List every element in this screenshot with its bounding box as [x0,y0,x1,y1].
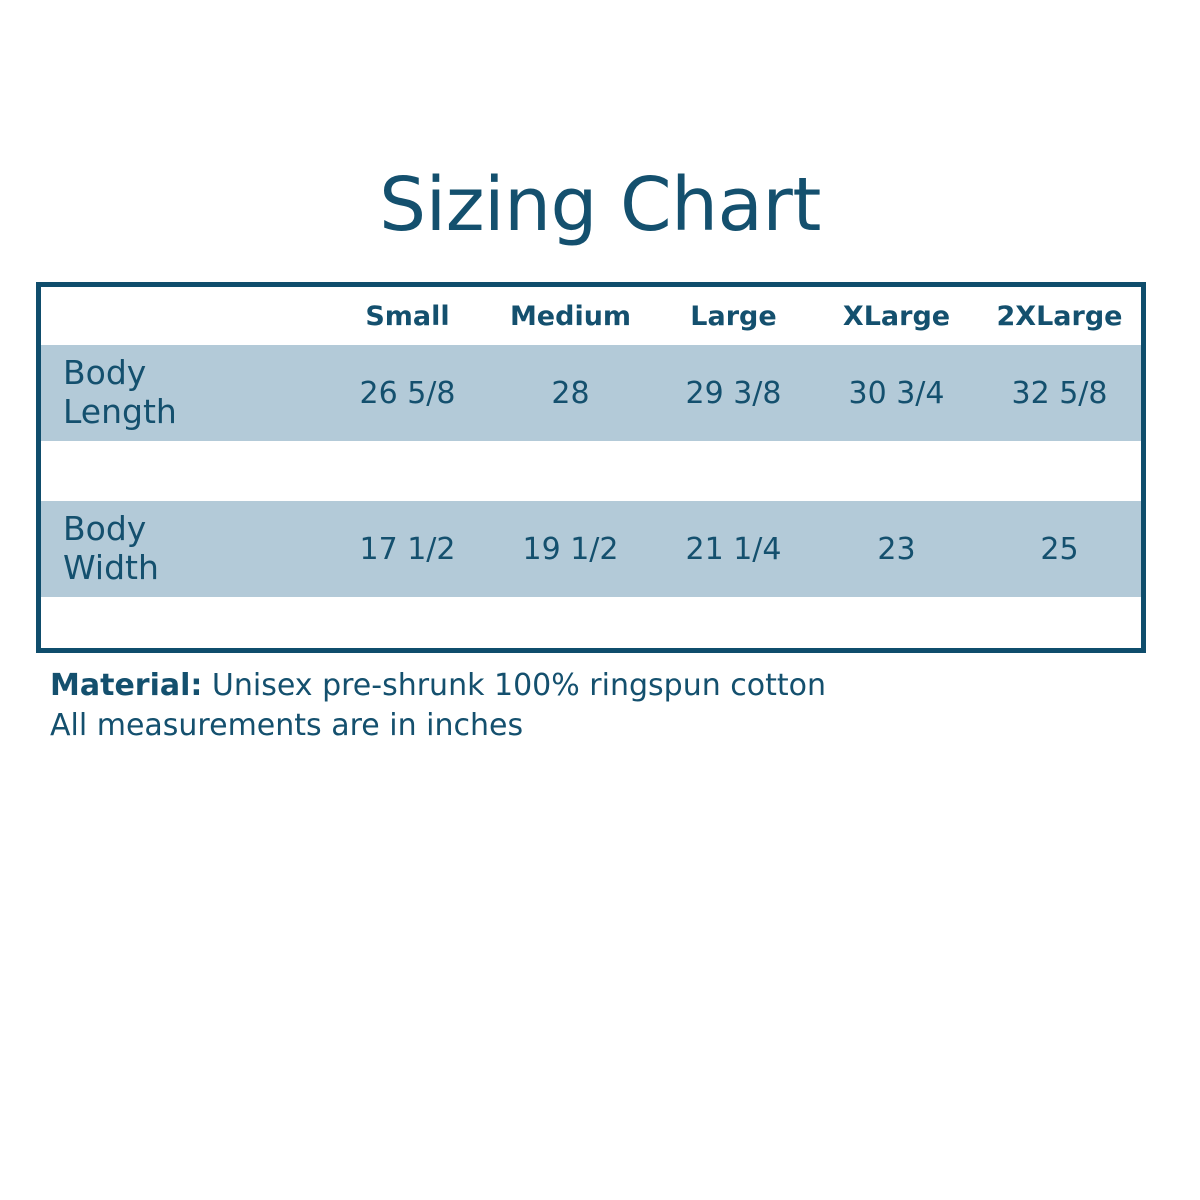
column-header-2xlarge: 2XLarge [996,300,1123,332]
cell-body-length-small: 26 5/8 [359,375,456,411]
row-label-line1: Body [63,353,147,393]
column-header-medium: Medium [509,300,632,332]
cell-body-length-2xlarge: 32 5/8 [1011,375,1108,411]
material-label: Material: [50,668,203,703]
row-label-body-length: Body Length [41,353,326,432]
table-header-row: Small Medium Large XLarge 2XLarge [41,287,1141,345]
table-row-spacer-1 [41,441,1141,501]
material-note: Material: Unisex pre-shrunk 100% ringspu… [50,666,1050,706]
cell-body-width-xlarge: 23 [877,531,916,567]
table-row: Body Length 26 5/8 28 29 3/8 30 3/4 32 5… [41,345,1141,441]
cell-body-width-small: 17 1/2 [359,531,456,567]
chart-notes: Material: Unisex pre-shrunk 100% ringspu… [50,666,1050,746]
row-label-line2: Width [63,548,159,587]
row-label-line1: Body [63,509,147,549]
table-row: Body Width 17 1/2 19 1/2 21 1/4 23 25 [41,501,1141,597]
cell-body-width-large: 21 1/4 [685,531,782,567]
column-header-xlarge: XLarge [842,300,951,332]
cell-body-width-2xlarge: 25 [1040,531,1079,567]
sizing-table-inner: Small Medium Large XLarge 2XLarge Body L… [41,287,1141,648]
row-label-body-width: Body Width [41,509,326,588]
column-header-small: Small [365,300,450,332]
cell-body-length-large: 29 3/8 [685,375,782,411]
material-text: Unisex pre-shrunk 100% ringspun cotton [202,668,827,703]
row-label-line2: Length [63,392,177,431]
cell-body-length-xlarge: 30 3/4 [848,375,945,411]
column-header-large: Large [690,300,777,332]
cell-body-width-medium: 19 1/2 [522,531,619,567]
table-row-spacer-2 [41,597,1141,648]
measurement-note: All measurements are in inches [50,707,524,743]
sizing-table: Small Medium Large XLarge 2XLarge Body L… [36,282,1146,653]
page-title: Sizing Chart [379,162,821,248]
cell-body-length-medium: 28 [551,375,590,411]
